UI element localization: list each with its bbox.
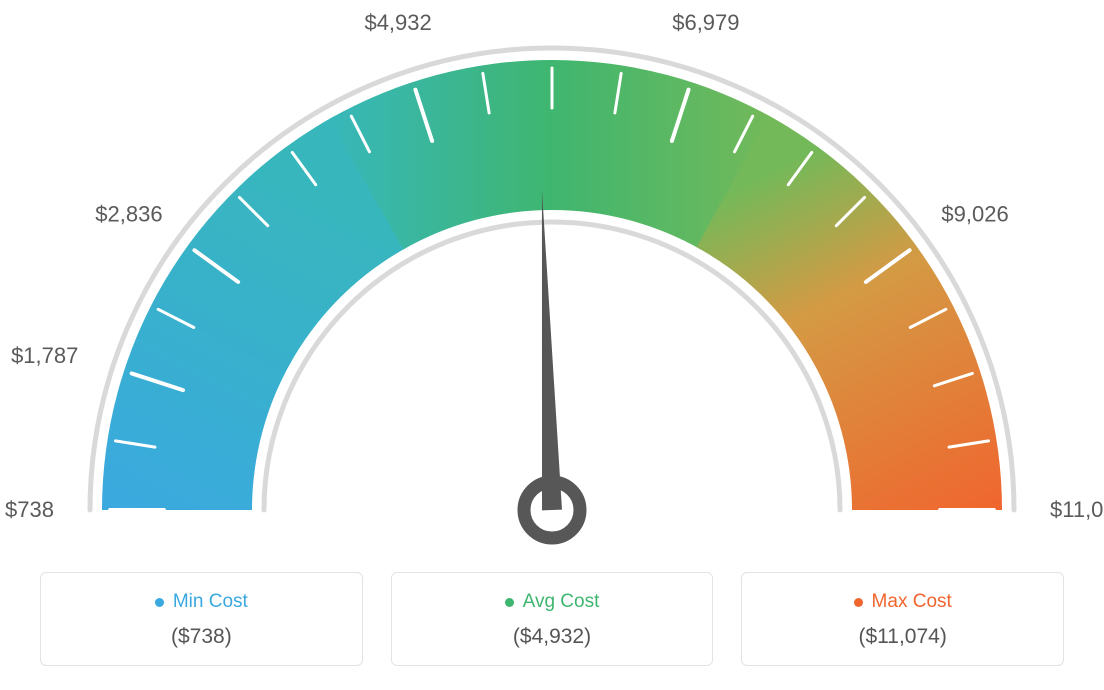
tick-label: $4,932	[364, 10, 431, 36]
legend-title-min: Min Cost	[155, 591, 248, 613]
legend-row: Min Cost ($738) Avg Cost ($4,932) Max Co…	[40, 572, 1064, 666]
legend-card-avg: Avg Cost ($4,932)	[391, 572, 714, 666]
gauge-area: $738 $1,787 $2,836 $4,932 $6,979 $9,026 $11,07…	[0, 0, 1104, 560]
gauge-graphics	[90, 48, 1014, 538]
tick-label: $9,026	[941, 202, 1008, 228]
dot-icon	[505, 598, 514, 607]
tick-label: $2,836	[95, 202, 162, 228]
tick-label: $11,074	[1050, 497, 1104, 523]
tick-label: $6,979	[672, 10, 739, 36]
legend-value-max: ($11,074)	[752, 625, 1053, 649]
cost-gauge-container: $738 $1,787 $2,836 $4,932 $6,979 $9,026 $11,07…	[0, 0, 1104, 690]
legend-label-min: Min Cost	[173, 591, 248, 613]
legend-card-min: Min Cost ($738)	[40, 572, 363, 666]
legend-label-max: Max Cost	[872, 591, 952, 613]
tick-label: $738	[5, 497, 54, 523]
legend-card-max: Max Cost ($11,074)	[741, 572, 1064, 666]
dot-icon	[155, 598, 164, 607]
dot-icon	[854, 598, 863, 607]
legend-title-avg: Avg Cost	[505, 591, 600, 613]
gauge-svg	[82, 20, 1022, 560]
legend-title-max: Max Cost	[854, 591, 952, 613]
legend-label-avg: Avg Cost	[523, 591, 600, 613]
tick-label: $1,787	[11, 343, 78, 369]
legend-value-min: ($738)	[51, 625, 352, 649]
legend-value-avg: ($4,932)	[402, 625, 703, 649]
